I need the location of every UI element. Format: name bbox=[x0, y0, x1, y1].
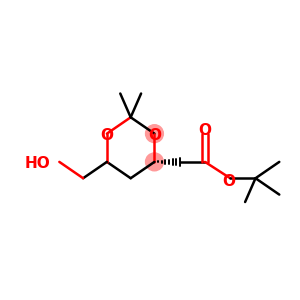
Text: O: O bbox=[222, 174, 235, 189]
Text: O: O bbox=[199, 123, 212, 138]
Text: O: O bbox=[148, 128, 161, 143]
Circle shape bbox=[146, 125, 164, 142]
Text: HO: HO bbox=[25, 156, 50, 171]
Circle shape bbox=[146, 153, 164, 171]
Text: O: O bbox=[100, 128, 113, 143]
